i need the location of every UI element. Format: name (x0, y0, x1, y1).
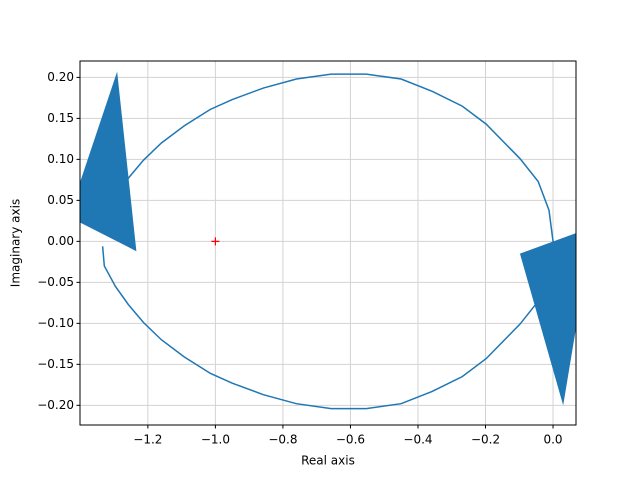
x-tick-label: −1.0 (201, 433, 230, 447)
y-tick-label: −0.10 (37, 316, 74, 330)
y-axis-label: Imaginary axis (9, 199, 23, 287)
axes-frame (79, 60, 577, 426)
y-tick-label: −0.15 (37, 357, 74, 371)
y-tick-label: 0.00 (47, 234, 74, 248)
critical-point (211, 237, 220, 246)
x-axis-label: Real axis (301, 454, 355, 468)
direction-arrow (519, 233, 576, 406)
x-tick-label: −1.2 (133, 433, 162, 447)
y-tick-label: 0.15 (47, 111, 74, 125)
y-tick-label: −0.20 (37, 398, 74, 412)
x-tick-label: −0.2 (471, 433, 500, 447)
x-tick-label: −0.6 (336, 433, 365, 447)
plot-area (80, 71, 576, 410)
direction-arrow (80, 71, 137, 252)
x-tick-label: −0.8 (268, 433, 297, 447)
x-tick-label: −0.4 (403, 433, 432, 447)
y-tick-label: 0.05 (47, 193, 74, 207)
x-tick-label: 0.0 (543, 433, 562, 447)
y-tick-label: 0.10 (47, 152, 74, 166)
y-tick-label: −0.05 (37, 275, 74, 289)
y-tick-label: 0.20 (47, 70, 74, 84)
